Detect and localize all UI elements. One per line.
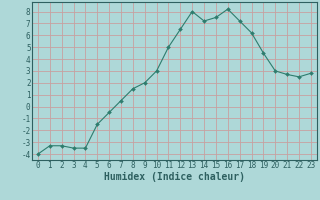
X-axis label: Humidex (Indice chaleur): Humidex (Indice chaleur) (104, 172, 245, 182)
